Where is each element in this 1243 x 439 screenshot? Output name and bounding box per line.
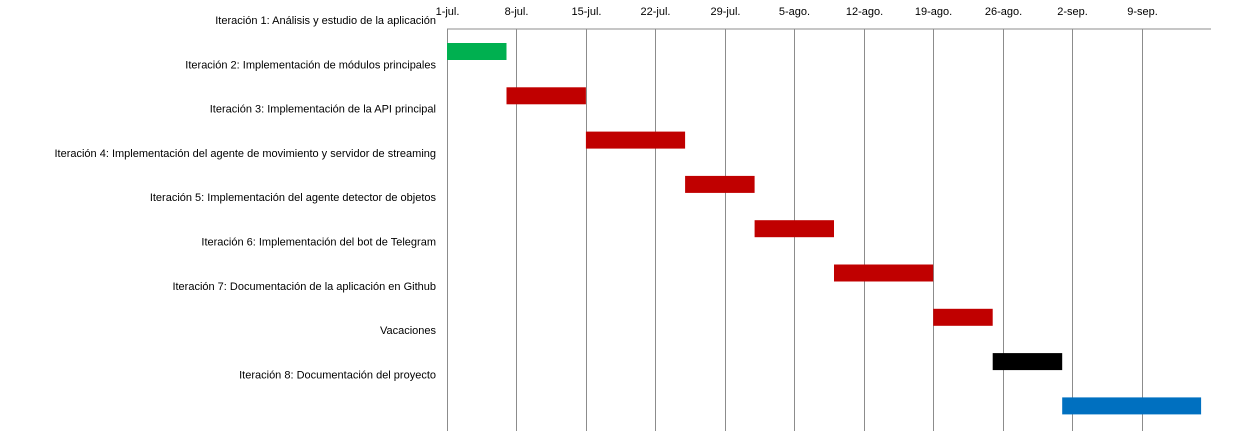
task-label: Iteración 5: Implementación del agente d… [150,192,437,204]
task-label: Iteración 4: Implementación del agente d… [54,148,436,160]
task-label: Iteración 7: Documentación de la aplicac… [172,281,436,293]
x-tick-label: 9-sep. [1127,6,1158,18]
x-tick-label: 15-jul. [572,6,602,18]
gantt-bar [506,87,586,105]
x-tick-label: 22-jul. [641,6,671,18]
task-label: Iteración 3: Implementación de la API pr… [210,104,436,116]
x-tick-label: 5-ago. [779,6,810,18]
task-label: Iteración 6: Implementación del bot de T… [201,237,436,249]
task-label: Iteración 2: Implementación de módulos p… [185,59,436,71]
x-tick-label: 1-jul. [436,6,460,18]
gantt-bar [685,175,755,193]
gantt-bar [834,264,934,282]
gantt-bar [447,43,507,60]
gantt-bar [1062,397,1202,415]
task-label: Vacaciones [380,325,437,337]
bars-layer [447,43,1202,415]
x-tick-label: 29-jul. [711,6,741,18]
x-axis: 1-jul. 8-jul. 15-jul. 22-jul. 29-jul. 5-ago. 1… [436,6,1211,431]
x-tick-label: 12-ago. [846,6,883,18]
x-tick-label: 26-ago. [985,6,1022,18]
gantt-bar [933,308,993,326]
gantt-bar [754,220,834,238]
x-tick-label: 8-jul. [505,6,529,18]
task-label: Iteración 8: Documentación del proyecto [239,369,436,381]
gantt-bar [992,353,1063,371]
gantt-bar [585,131,686,149]
x-tick-label: 19-ago. [915,6,952,18]
task-labels: Iteración 1: Análisis y estudio de la ap… [54,15,436,381]
x-tick-label: 2-sep. [1057,6,1088,18]
task-label: Iteración 1: Análisis y estudio de la ap… [215,15,436,27]
